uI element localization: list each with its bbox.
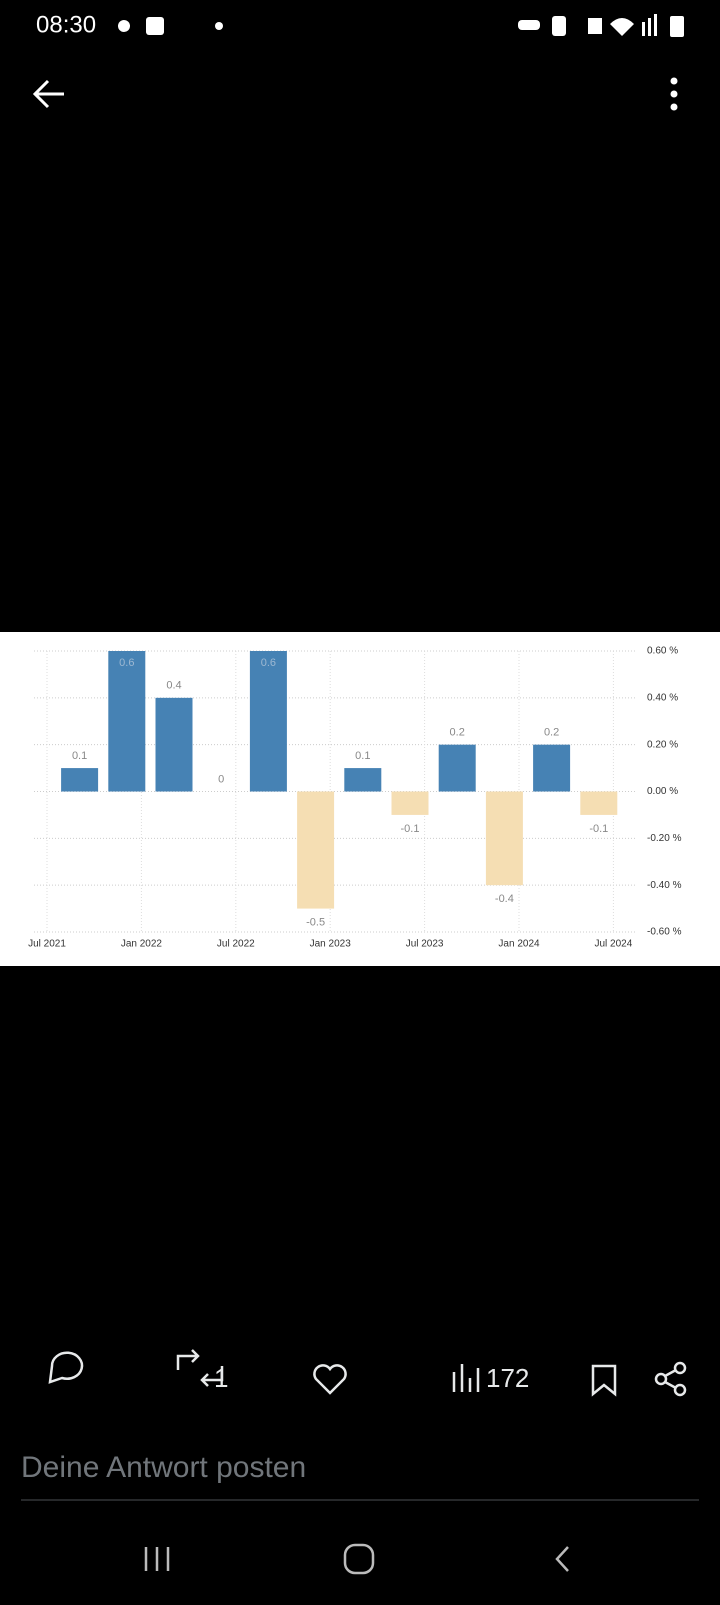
bar <box>108 651 146 792</box>
value-label: 0.6 <box>119 657 134 669</box>
x-tick-label: Jul 2021 <box>28 939 66 950</box>
value-label: -0.1 <box>589 823 608 835</box>
value-label: -0.1 <box>401 823 420 835</box>
value-label: -0.5 <box>306 916 325 928</box>
value-label: 0.1 <box>355 750 370 762</box>
value-label: 0.2 <box>544 727 559 739</box>
x-tick-label: Jul 2023 <box>406 939 444 950</box>
action-bar <box>48 1349 687 1397</box>
reply-input[interactable]: Deine Antwort posten <box>21 1451 306 1484</box>
value-label: 0.2 <box>450 727 465 739</box>
bar <box>580 791 618 815</box>
value-label: -0.4 <box>495 893 514 905</box>
y-tick-label: -0.60 % <box>647 927 682 938</box>
nav-bar <box>144 1543 569 1575</box>
bar <box>297 791 335 909</box>
views-button[interactable] <box>452 1364 480 1392</box>
x-tick-label: Jan 2022 <box>121 939 163 950</box>
x-tick-label: Jan 2023 <box>310 939 352 950</box>
home[interactable] <box>343 1543 375 1575</box>
y-tick-label: -0.40 % <box>647 880 682 891</box>
bar <box>391 791 429 815</box>
bar <box>344 768 382 792</box>
bar <box>249 651 287 792</box>
y-tick-label: 0.00 % <box>647 786 678 797</box>
value-label: 0 <box>218 773 224 785</box>
nav-back[interactable] <box>555 1546 569 1572</box>
x-tick-label: Jul 2022 <box>217 939 255 950</box>
view-count: 172 <box>486 1363 529 1393</box>
like-button[interactable] <box>313 1364 347 1395</box>
status-time: 08:30 <box>36 11 96 38</box>
recent-apps[interactable] <box>144 1547 170 1571</box>
share-button[interactable] <box>654 1361 687 1397</box>
value-label: 0.6 <box>261 657 276 669</box>
y-tick-label: 0.20 % <box>647 739 678 750</box>
y-tick-label: -0.20 % <box>647 833 682 844</box>
bookmark-button[interactable] <box>591 1364 617 1397</box>
reply-button[interactable] <box>48 1351 84 1384</box>
x-tick-label: Jul 2024 <box>594 939 632 950</box>
repost-button[interactable] <box>176 1349 224 1387</box>
y-tick-label: 0.40 % <box>647 692 678 703</box>
repost-count: 1 <box>214 1363 228 1393</box>
bar <box>61 768 99 792</box>
y-tick-label: 0.60 % <box>647 646 678 657</box>
bar <box>485 791 523 886</box>
bar <box>155 697 193 792</box>
bar <box>533 744 571 792</box>
value-label: 0.1 <box>72 750 87 762</box>
chart: -0.60 % -0.40 % -0.20 % 0.00 % 0.20 % 0.40 % 0… <box>28 646 681 950</box>
bar <box>438 744 476 792</box>
value-label: 0.4 <box>166 680 181 692</box>
back-button[interactable] <box>32 79 64 109</box>
x-tick-label: Jan 2024 <box>498 939 540 950</box>
more-button[interactable] <box>670 77 678 111</box>
status-icons <box>118 14 684 37</box>
